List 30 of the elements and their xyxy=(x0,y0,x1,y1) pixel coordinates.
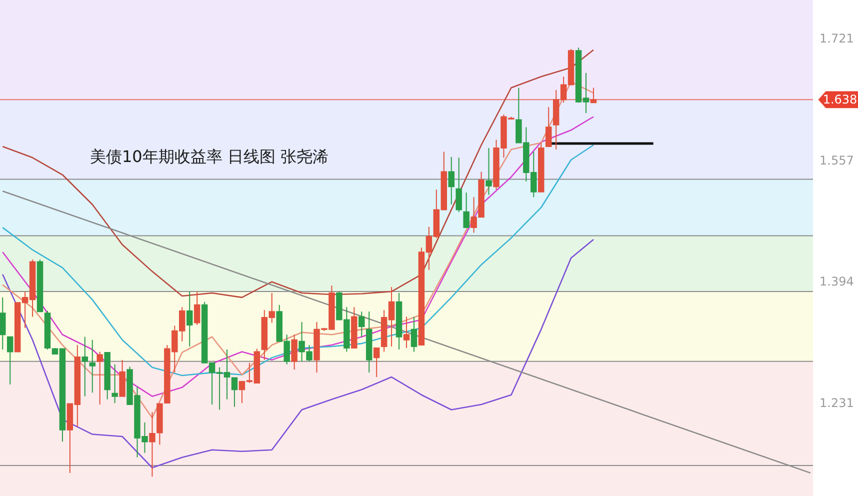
y-tick-label: 1.721 xyxy=(820,31,854,46)
candlestick xyxy=(456,157,462,212)
candlestick xyxy=(403,316,410,349)
candlestick xyxy=(463,192,470,228)
candlestick xyxy=(82,336,88,397)
candlestick xyxy=(231,377,238,408)
candlestick xyxy=(448,156,454,205)
candlestick xyxy=(194,291,200,326)
candlestick xyxy=(96,351,103,406)
y-tick-label: 1.557 xyxy=(820,153,854,168)
candlestick xyxy=(410,316,418,352)
candlestick xyxy=(6,336,14,385)
y-tick-label: 1.231 xyxy=(820,396,854,410)
line-series xyxy=(2,116,594,398)
candlestick xyxy=(358,311,365,338)
candlestick xyxy=(0,296,6,350)
candlestick xyxy=(291,334,298,370)
candlestick xyxy=(590,87,597,104)
candlestick xyxy=(186,291,193,348)
candlestick xyxy=(545,106,552,147)
candlestick xyxy=(486,147,492,196)
line-series xyxy=(2,238,594,468)
line-series xyxy=(2,49,594,298)
ref-line-label: 1.638 xyxy=(822,92,858,107)
candlestick xyxy=(89,339,96,394)
text: 美债10年期收益率 日线图 张尧浠 xyxy=(90,147,329,166)
y-tick-label: 1.394 xyxy=(820,274,854,289)
line-series xyxy=(2,144,594,376)
candlestick xyxy=(373,348,380,378)
candlestick xyxy=(112,364,118,404)
